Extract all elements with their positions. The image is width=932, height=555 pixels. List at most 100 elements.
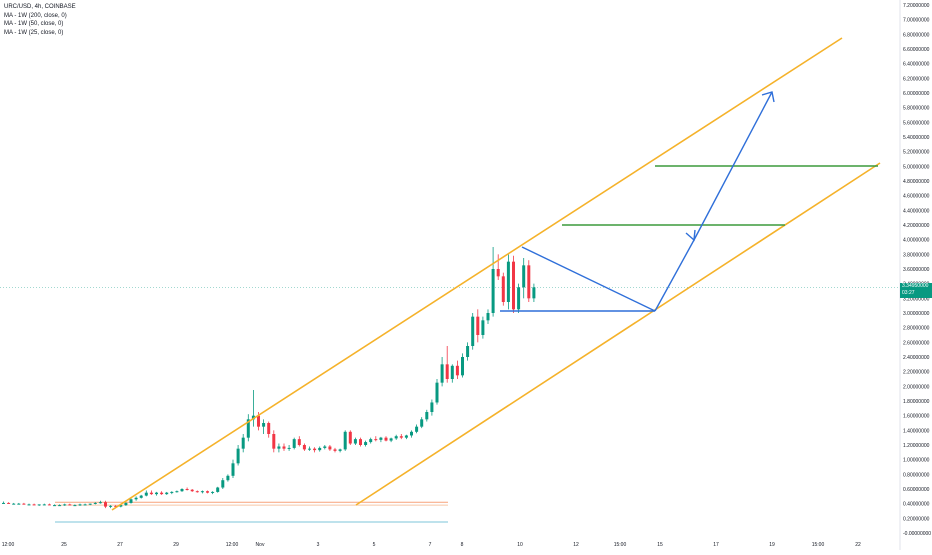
candle-body: [302, 445, 306, 450]
candle-body: [491, 269, 495, 313]
candle-body: [211, 491, 215, 493]
candle-body: [318, 447, 322, 451]
x-tick-label: 27: [117, 542, 123, 548]
legend-symbol[interactable]: URC/USD, 4h, COINBASE: [4, 4, 76, 10]
candle-body: [119, 505, 123, 507]
candle-body: [445, 364, 449, 379]
candle-body: [129, 499, 133, 503]
last-price-value: 3.34950000: [902, 283, 929, 289]
candle-body: [328, 446, 332, 450]
candle-body: [134, 497, 138, 500]
candle-countdown: 03:27: [902, 290, 915, 296]
candle-body: [394, 436, 398, 439]
y-tick-label: 7.20000000: [903, 3, 930, 9]
candle-body: [461, 357, 464, 376]
candle-body: [292, 439, 296, 448]
y-tick-label: 6.20000000: [903, 76, 930, 82]
candle-body: [512, 261, 515, 310]
candle-body: [200, 491, 204, 493]
x-tick-label: 12:00: [2, 542, 15, 548]
x-tick-label: 12:00: [226, 542, 239, 548]
candle-body: [277, 446, 281, 449]
candle-body: [231, 463, 235, 476]
y-tick-label: 5.20000000: [903, 150, 930, 156]
y-tick-label: 2.20000000: [903, 370, 930, 376]
candle-body: [53, 505, 56, 507]
legend-ma-25[interactable]: MA - 1W (25, close, 0): [4, 29, 64, 36]
y-tick-label: 0.60000000: [903, 487, 930, 493]
candle-body: [185, 489, 189, 490]
y-tick-label: 7.00000000: [903, 18, 930, 24]
candle-body: [517, 287, 521, 310]
y-tick-label: 6.00000000: [903, 91, 930, 97]
triangle-upper-line: [521, 246, 656, 312]
candle-body: [522, 265, 526, 288]
x-tick-label: 15:00: [614, 542, 627, 548]
candle-body: [149, 492, 153, 495]
y-tick-label: 0.20000000: [903, 516, 930, 522]
candle-body: [251, 415, 255, 420]
candle-body: [68, 504, 72, 506]
candle-body: [241, 437, 245, 449]
y-tick-label: 2.60000000: [903, 340, 930, 346]
candle-body: [359, 439, 362, 445]
candle-body: [195, 491, 199, 493]
legend-ma-50[interactable]: MA - 1W (50, close, 0): [4, 21, 64, 27]
candle-body: [404, 435, 408, 438]
candle-body: [308, 448, 311, 450]
candle-body: [58, 505, 62, 507]
y-tick-label: 4.00000000: [903, 238, 930, 244]
candle-body: [440, 364, 444, 383]
candle-body: [399, 436, 403, 438]
candle-body: [221, 480, 225, 488]
candle-body: [379, 437, 383, 440]
candle-body: [455, 365, 459, 376]
candle-body: [262, 423, 266, 427]
candle-body: [471, 316, 475, 346]
candle-body: [88, 503, 92, 505]
x-tick-label: 7: [429, 542, 432, 548]
x-tick-label: 8: [461, 542, 464, 548]
candle-body: [532, 287, 536, 299]
candle-body: [415, 426, 419, 432]
y-tick-label: 3.20000000: [903, 296, 930, 302]
y-tick-label: 6.40000000: [903, 62, 930, 68]
candle-body: [466, 346, 470, 357]
last-price-badge: 3.34950000 03:27: [900, 283, 932, 298]
candle-body: [73, 505, 77, 507]
candle-body: [313, 448, 317, 451]
lower-channel-line: [355, 162, 881, 506]
y-tick-label: 1.00000000: [903, 458, 930, 464]
x-tick-label: 22: [855, 542, 861, 548]
upper-channel-line: [111, 37, 843, 511]
candle-body: [180, 489, 184, 492]
y-tick-label: 1.60000000: [903, 414, 930, 420]
candle-body: [216, 487, 220, 492]
x-tick-label: 15:00: [812, 542, 825, 548]
candle-body: [501, 276, 505, 302]
candle-body: [476, 316, 480, 335]
y-tick-label: 4.60000000: [903, 194, 930, 200]
y-tick-label: 5.60000000: [903, 120, 930, 126]
candle-body: [343, 431, 347, 450]
candle-body: [83, 504, 87, 506]
candle-body: [348, 431, 352, 444]
candle-body: [37, 504, 41, 506]
candle-body: [374, 439, 378, 441]
legend-ma-200[interactable]: MA - 1W (200, close, 0): [4, 12, 67, 19]
candle-body: [420, 419, 424, 427]
y-tick-label: 3.80000000: [903, 252, 930, 258]
candle-body: [160, 492, 164, 495]
candle-body: [369, 439, 373, 443]
x-tick-label: 3: [317, 542, 320, 548]
candle-body: [282, 446, 286, 449]
y-tick-label: 2.40000000: [903, 355, 930, 361]
legend: URC/USD, 4h, COINBASE MA - 1W (200, clos…: [4, 3, 76, 37]
candle-body: [389, 438, 393, 441]
arrow-head-1: [685, 229, 696, 242]
candle-body: [338, 449, 342, 451]
y-tick-label: 2.00000000: [903, 384, 930, 390]
y-tick-label: 1.80000000: [903, 399, 930, 405]
